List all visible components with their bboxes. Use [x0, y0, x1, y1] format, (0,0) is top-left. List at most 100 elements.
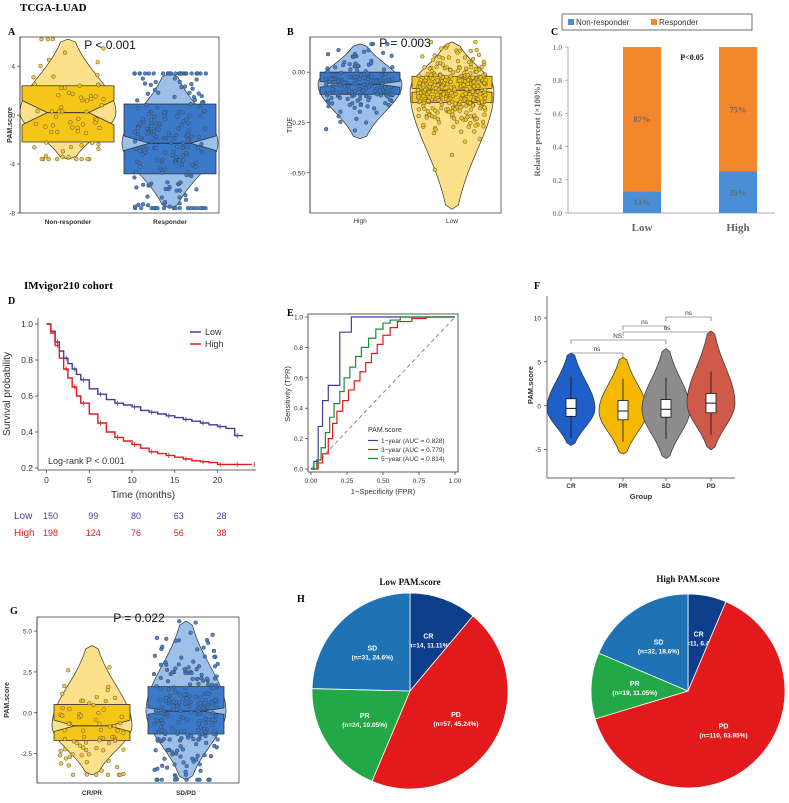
- data-point: [91, 702, 96, 707]
- data-point: [183, 192, 188, 198]
- x-tick-label: SD: [661, 483, 670, 490]
- data-point: [215, 661, 220, 667]
- x-tick-label: CR/PR: [82, 790, 103, 797]
- data-point: [425, 109, 431, 114]
- roc-line: [311, 316, 455, 470]
- y-tick-label: 4: [11, 64, 15, 71]
- data-point: [159, 777, 164, 782]
- slice-label: (n=19, 11.05%): [612, 690, 657, 697]
- data-point: [55, 129, 60, 135]
- data-point: [193, 695, 198, 700]
- y-tick-label: 5: [537, 359, 541, 366]
- data-point: [179, 122, 184, 128]
- data-point: [352, 74, 357, 79]
- data-point: [431, 131, 437, 136]
- slice-name: PR: [360, 713, 370, 720]
- data-point: [153, 79, 158, 85]
- data-point: [483, 87, 488, 92]
- data-point: [194, 742, 199, 747]
- y-tick-label: 5.0: [23, 629, 32, 636]
- data-point: [140, 76, 145, 81]
- data-point: [165, 180, 170, 185]
- data-point: [186, 120, 191, 125]
- data-point: [66, 155, 71, 160]
- data-point: [84, 109, 89, 114]
- p-value: P<0.05: [680, 53, 703, 62]
- legend-label: High: [205, 339, 224, 349]
- data-point: [453, 101, 458, 106]
- data-point: [480, 99, 485, 104]
- panel-e: 0.00 0.25 0.50 0.75 1.00 0.0 0.2 0.4 0.6 0.8 1.0 1−…: [283, 313, 462, 496]
- x-tick-label: SD/PD: [176, 790, 196, 797]
- data-point: [84, 772, 89, 777]
- data-point: [181, 760, 186, 765]
- x-tick-label: 0: [44, 475, 49, 485]
- data-point: [76, 116, 81, 122]
- data-point: [197, 777, 202, 782]
- data-point: [139, 206, 144, 211]
- data-point: [185, 717, 190, 722]
- x-tick-label: Responder: [153, 219, 187, 226]
- data-point: [112, 738, 118, 744]
- x-tick-label: CR: [566, 483, 576, 490]
- data-point: [60, 713, 65, 718]
- data-point: [461, 82, 466, 87]
- data-point: [385, 94, 390, 99]
- data-point: [135, 126, 140, 131]
- slice-name: CR: [423, 633, 433, 640]
- data-point: [417, 99, 423, 104]
- x-tick-label: 15: [170, 475, 180, 485]
- data-point: [350, 94, 355, 99]
- data-point: [154, 717, 159, 722]
- data-point: [60, 149, 66, 154]
- data-point: [75, 125, 80, 130]
- data-point: [158, 686, 163, 691]
- x-tick-label: 0.75: [413, 478, 426, 485]
- data-point: [427, 112, 432, 118]
- data-point: [183, 685, 188, 690]
- data-point: [355, 68, 360, 73]
- slice-label: (n=110, 63.95%): [699, 733, 747, 740]
- data-point: [166, 687, 171, 692]
- risk-value: 38: [217, 528, 227, 538]
- data-point: [203, 71, 208, 76]
- charts-layer: P < 0.001 PAM.score -8 -4 0 4 Non-responder Res…: [2, 13, 786, 797]
- data-point: [352, 128, 358, 133]
- data-point: [357, 76, 362, 82]
- data-point: [33, 121, 38, 127]
- data-point: [170, 726, 175, 731]
- data-point: [135, 131, 141, 137]
- data-point: [469, 65, 474, 70]
- data-point: [445, 43, 450, 48]
- data-point: [81, 734, 87, 740]
- data-point: [212, 676, 217, 681]
- slice-label: (n=31, 24.6%): [352, 654, 393, 661]
- data-point: [170, 670, 175, 675]
- data-point: [458, 105, 463, 110]
- y-axis-label: TIDE: [287, 117, 294, 133]
- data-point: [84, 760, 89, 765]
- data-point: [178, 754, 183, 759]
- slice-name: CR: [694, 632, 704, 639]
- data-point: [193, 620, 198, 625]
- data-point: [173, 154, 178, 160]
- legend-label: Non-responder: [576, 18, 630, 27]
- y-tick-label: 0.8: [294, 345, 303, 352]
- slice-label: (n=11, 6.4%): [680, 641, 717, 648]
- data-point: [189, 81, 194, 87]
- data-point: [94, 772, 99, 777]
- data-point: [480, 119, 486, 124]
- data-point: [177, 738, 183, 743]
- data-point: [35, 109, 40, 114]
- data-point: [390, 76, 395, 82]
- data-point: [195, 753, 200, 758]
- y-tick-label: -4: [9, 162, 15, 169]
- data-point: [366, 48, 371, 53]
- data-point: [159, 195, 164, 200]
- data-point: [173, 206, 178, 211]
- data-point: [325, 52, 331, 57]
- data-point: [179, 71, 185, 76]
- data-point: [172, 136, 177, 141]
- data-point: [142, 71, 148, 76]
- data-point: [185, 732, 190, 737]
